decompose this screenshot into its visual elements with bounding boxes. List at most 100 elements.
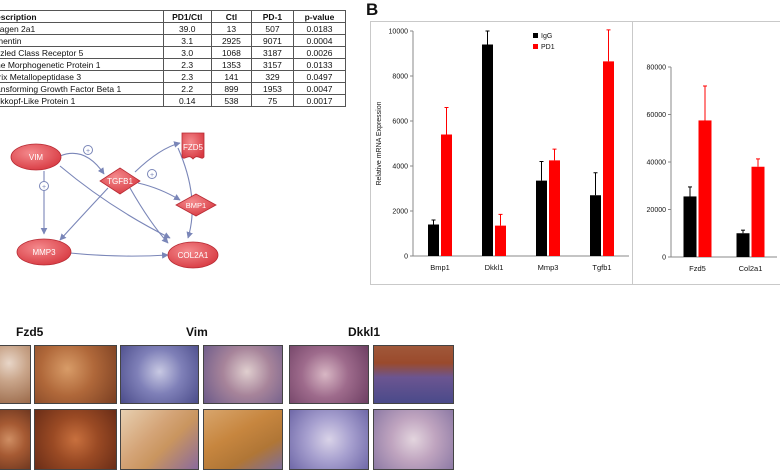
ihc-image-dkkl1-pd1-bottom: [373, 409, 454, 470]
legend-label-igg: IgG: [541, 33, 552, 40]
edge-vim-tgfb1: [59, 152, 105, 175]
table-cell-value: 141: [210, 70, 252, 83]
col-header-pd1: PD-1: [250, 10, 294, 23]
ihc-image-vim-pd1-bottom: [203, 409, 283, 470]
table-cell-value: 39.0: [162, 22, 212, 35]
table-cell-value: 0.14: [162, 94, 212, 107]
table-cell-value: 75: [250, 94, 294, 107]
data-table: escription PD1/Ctl Ctl PD-1 p-value llag…: [0, 10, 346, 107]
svg-text:BMP1: BMP1: [186, 201, 206, 210]
svg-text:MMP3: MMP3: [32, 248, 56, 257]
ihc-image-fzd5-pd1-top: [34, 345, 117, 404]
table-cell-value: 2.2: [162, 82, 212, 95]
bar-pd1-dkkl1: [495, 225, 506, 256]
node-fzd5: FZD5: [181, 132, 205, 160]
table-row: ne Morphogenetic Protein 1 2.3 1353 3157 0.0…: [0, 58, 346, 71]
x-tick-label: Tgfb1: [592, 263, 611, 272]
ihc-image-dkkl1-pd1-top: [373, 345, 454, 404]
bar-pd1-bmp1: [441, 134, 452, 256]
plus-sign: +: [86, 148, 90, 155]
ihc-image-fzd5-ctl-top: [0, 345, 31, 404]
panel-b-label: B: [366, 0, 379, 19]
y-tick-label: 20000: [647, 207, 667, 214]
y-tick-label: 60000: [647, 112, 667, 119]
ihc-image-fzd5-ctl-bottom: [0, 409, 31, 470]
table-cell-value: 0.0017: [292, 94, 346, 107]
edge-fzd5-col2a1: [177, 147, 193, 239]
ihc-label-vim: Vim: [186, 325, 208, 339]
table-cell-description: ckkopf-Like Protein 1: [0, 94, 164, 107]
node-tgfb1: TGFB1: [99, 167, 141, 195]
table-row: zzled Class Receptor 5 3.0 1068 3187 0.0026: [0, 46, 346, 59]
table-row: trix Metallopeptidase 3 2.3 141 329 0.0497: [0, 70, 346, 83]
y-tick-label: 0: [662, 255, 666, 262]
table-cell-value: 2.3: [162, 58, 212, 71]
y-tick-label: 6000: [392, 119, 408, 126]
svg-text:FZD5: FZD5: [183, 143, 204, 152]
edge-vim-col2a1: [59, 165, 171, 239]
table-row: ckkopf-Like Protein 1 0.14 538 75 0.0017: [0, 94, 346, 107]
table-cell-description: ansforming Growth Factor Beta 1: [0, 82, 164, 95]
bar-igg-fzd5: [683, 196, 697, 257]
bar-igg-bmp1: [428, 224, 439, 256]
svg-text:TGFB1: TGFB1: [107, 177, 133, 186]
legend-swatch-igg: [533, 33, 538, 38]
table-cell-value: 507: [250, 22, 294, 35]
table-cell-value: 1953: [250, 82, 294, 95]
bar-pd1-col2a1: [751, 166, 765, 257]
x-tick-label: Bmp1: [430, 263, 450, 272]
plus-sign: +: [150, 172, 154, 179]
col-header-ratio: PD1/Ctl: [162, 10, 212, 23]
plus-icon: [147, 169, 157, 179]
table-cell-value: 0.0004: [292, 34, 346, 47]
table-cell-value: 1353: [210, 58, 252, 71]
ihc-image-vim-pd1-top: [203, 345, 283, 404]
table-cell-value: 538: [210, 94, 252, 107]
table-cell-description: zzled Class Receptor 5: [0, 46, 164, 59]
edge-tgfb1-bmp1: [137, 182, 181, 201]
plus-icon: [39, 181, 49, 191]
ihc-image-fzd5-pd1-bottom: [34, 409, 117, 470]
table-cell-description: llagen 2a1: [0, 22, 164, 35]
node-mmp3: MMP3: [16, 238, 72, 266]
svg-text:COL2A1: COL2A1: [178, 251, 209, 260]
y-tick-label: 40000: [647, 160, 667, 167]
ihc-image-vim-ctl-top: [120, 345, 199, 404]
bar-chart-1: 0 2000 4000 6000 8000 10000 Relative mRNA Expr…: [376, 29, 629, 272]
table-cell-value: 3157: [250, 58, 294, 71]
edge-tgfb1-fzd5: [134, 141, 181, 173]
table-cell-value: 9071: [250, 34, 294, 47]
table-cell-value: 0.0183: [292, 22, 346, 35]
ihc-image-vim-ctl-bottom: [120, 409, 199, 470]
legend-swatch-pd1: [533, 44, 538, 49]
table-cell-value: 0.0047: [292, 82, 346, 95]
bar-pd1-tgfb1: [603, 61, 614, 256]
x-tick-label: Mmp3: [538, 263, 559, 272]
bar-igg-col2a1: [736, 233, 750, 257]
legend-label-pd1: PD1: [541, 44, 555, 51]
bar-pd1-mmp3: [549, 160, 560, 256]
table-cell-value: 3.0: [162, 46, 212, 59]
table-cell-value: 1068: [210, 46, 252, 59]
x-tick-label: Col2a1: [739, 264, 763, 273]
ihc-label-dkkl1: Dkkl1: [348, 325, 381, 339]
bar-chart-2: 0 20000 40000 60000 80000 Fzd5 Col2a1: [647, 65, 777, 273]
y-tick-label: 8000: [392, 74, 408, 81]
table-cell-value: 3187: [250, 46, 294, 59]
x-tick-label: Dkkl1: [485, 263, 504, 272]
edge-tgfb1-mmp3: [59, 187, 109, 241]
edge-plus-markers: [39, 145, 157, 191]
table-cell-value: 0.0026: [292, 46, 346, 59]
network-diagram: + + + VIM TGFB1 FZD5 BMP1 MMP3 COL2A1: [10, 132, 219, 269]
table-cell-value: 2925: [210, 34, 252, 47]
y-tick-label: 80000: [647, 65, 667, 72]
table-row: ansforming Growth Factor Beta 1 2.2 899 195…: [0, 82, 346, 95]
edge-tgfb1-col2a1: [129, 187, 169, 244]
table-cell-value: 0.0497: [292, 70, 346, 83]
ihc-label-fzd5: Fzd5: [16, 325, 44, 339]
y-axis-label: Relative mRNA Expression: [376, 101, 383, 185]
col-header-pvalue: p-value: [292, 10, 346, 23]
table-cell-description: mentin: [0, 34, 164, 47]
table-cell-value: 899: [210, 82, 252, 95]
